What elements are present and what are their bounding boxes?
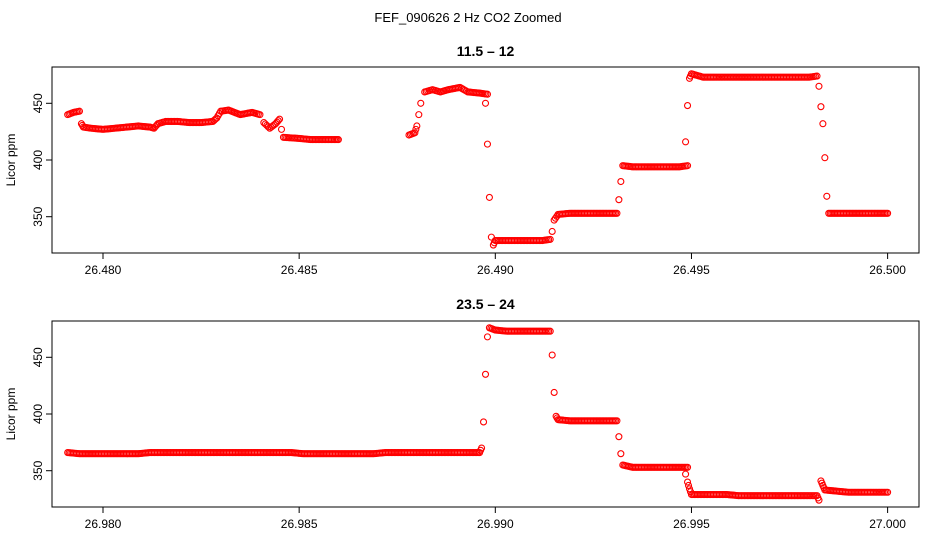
data-point [815,82,823,90]
data-point [417,99,425,107]
y-tick-label: 350 [31,460,45,480]
panel-2: 23.5 – 24 26.980 26.985 26.990 26.995 27.000 3… [4,296,920,531]
data-point [683,162,692,170]
x-tick-label: 26.480 [85,263,122,277]
data-point [884,209,892,217]
data-point [277,125,286,133]
data-point [75,107,84,115]
data-point [483,140,492,148]
data-point [613,417,621,425]
figure-title: FEF_090626 2 Hz CO2 Zoomed [374,10,561,25]
data-point-fill [412,125,420,133]
data-point [617,450,625,458]
data-point [546,327,554,335]
x-tick-label: 26.995 [673,517,710,531]
data-point [683,463,692,471]
panel-title: 11.5 – 12 [457,43,515,59]
data-point [411,129,419,137]
data-points [64,324,892,504]
y-axis-label: Licor ppm [4,134,18,187]
data-point-fill [274,117,282,125]
data-point [683,478,692,486]
data-point [817,103,825,111]
x-tick-label: 26.495 [673,263,710,277]
panels: 11.5 – 12 26.480 26.485 26.490 26.495 26.500 3… [4,43,920,531]
data-point [683,102,692,110]
data-point [483,333,492,341]
data-point [334,136,342,144]
data-point [413,122,421,130]
data-point [483,90,492,98]
data-point [415,111,423,119]
data-point [617,177,625,186]
data-point [815,496,823,504]
data-point [682,138,690,146]
data-point [819,120,827,128]
data-points [64,70,892,249]
data-point [478,444,486,452]
data-point [481,370,490,378]
y-tick-label: 350 [31,206,45,226]
x-tick-label: 26.980 [85,517,122,531]
data-point [821,154,829,162]
data-point [615,196,623,204]
x-tick-label: 26.985 [281,517,318,531]
data-point [546,235,554,243]
data-point [615,433,623,441]
data-point [481,99,490,107]
data-point [823,192,831,200]
panel-title: 23.5 – 24 [456,296,515,312]
data-point [682,470,690,478]
y-tick-label: 400 [31,404,45,424]
x-tick-label: 27.000 [869,517,906,531]
y-tick-label: 450 [31,347,45,367]
data-point [548,351,556,359]
y-tick-label: 450 [31,93,45,113]
data-point [256,111,264,119]
x-tick-label: 26.485 [281,263,318,277]
data-point [813,72,821,80]
x-tick-label: 26.990 [477,517,514,531]
data-point [550,388,558,397]
data-point [613,209,621,217]
x-tick-label: 26.500 [869,263,906,277]
panel-1: 11.5 – 12 26.480 26.485 26.490 26.495 26.500 3… [4,43,920,277]
y-tick-label: 400 [31,150,45,170]
y-axis-label: Licor ppm [4,388,18,441]
data-point [479,418,488,426]
data-point [485,193,493,201]
data-point-fill [684,481,693,490]
data-point [548,227,556,236]
x-tick-label: 26.490 [477,263,514,277]
data-point [884,488,892,496]
data-point [275,115,284,123]
